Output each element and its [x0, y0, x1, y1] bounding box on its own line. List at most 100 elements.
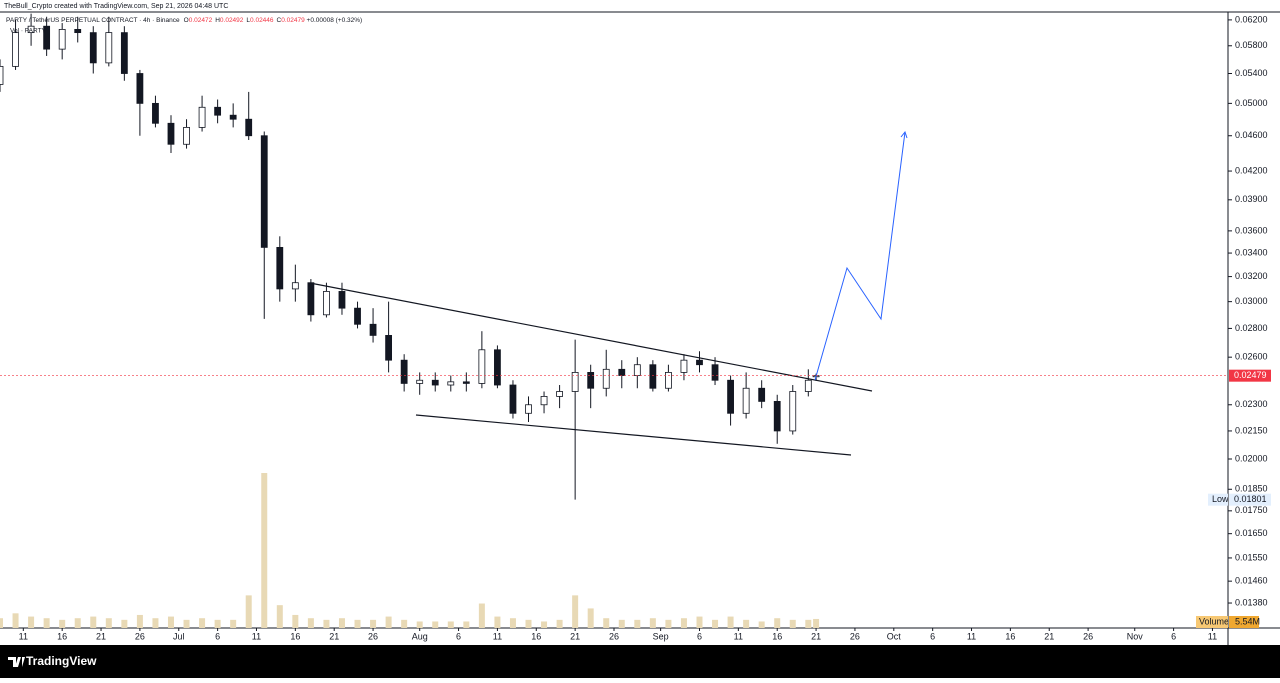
- volume-name-tag: [1196, 616, 1228, 628]
- candle-body: [183, 126, 190, 145]
- x-tick-label: 21: [1044, 631, 1054, 641]
- y-tick-label: 0.03900: [1235, 194, 1268, 204]
- volume-bar: [292, 614, 299, 628]
- candle-body: [804, 379, 812, 392]
- volume-bar: [665, 619, 672, 628]
- volume-bar: [230, 619, 237, 628]
- candle-body: [105, 32, 113, 64]
- volume-bar: [649, 618, 656, 628]
- x-tick-label: Jul: [173, 631, 185, 641]
- candle-body: [400, 359, 408, 384]
- x-tick-label: Nov: [1127, 631, 1144, 641]
- volume-bar: [813, 618, 820, 628]
- volume-bar: [432, 621, 439, 628]
- symbol: PARTY / TetherUS PERPETUAL CONTRACT · 4h…: [6, 17, 180, 24]
- volume-bar: [370, 619, 377, 628]
- volume-bar: [12, 613, 19, 628]
- candle-body: [214, 106, 222, 116]
- x-tick-label: 21: [329, 631, 339, 641]
- volume-bar: [634, 619, 641, 628]
- candle-body: [742, 387, 750, 414]
- x-tick-label: 11: [493, 631, 502, 641]
- volume-bar: [743, 619, 750, 628]
- volume-name-label: Volume: [1199, 616, 1229, 626]
- volume-bar: [447, 621, 454, 628]
- ohlc-letter: H: [215, 17, 220, 24]
- x-tick-label: 26: [1083, 631, 1093, 641]
- y-tick-label: 0.04200: [1235, 165, 1268, 175]
- volume-bar: [478, 603, 485, 628]
- volume-bar: [136, 614, 143, 628]
- volume-bar: [805, 619, 812, 628]
- ohlc-letter: C: [277, 17, 282, 24]
- volume-bar: [43, 618, 50, 628]
- x-tick-label: 6: [1171, 631, 1176, 641]
- candle-body: [649, 364, 657, 389]
- volume-value-tag: [1229, 616, 1259, 628]
- volume-bar: [556, 619, 563, 628]
- last-price-label: 0.02479: [1234, 370, 1267, 380]
- x-tick-label: 26: [609, 631, 619, 641]
- ohlc-value: 0.02472: [189, 17, 213, 24]
- candle-body: [758, 387, 766, 402]
- candle-body: [525, 404, 532, 414]
- volume-bar: [618, 619, 625, 628]
- volume-bar: [696, 616, 703, 628]
- ohlc-letter: O: [184, 17, 189, 24]
- header: TheBull_Crypto created with TradingView.…: [4, 3, 228, 10]
- x-tick-label: Sep: [653, 631, 669, 641]
- candle-body: [618, 368, 626, 376]
- y-tick-label: 0.03400: [1235, 247, 1268, 257]
- y-tick-label: 0.01750: [1235, 505, 1268, 515]
- candle-body: [198, 106, 206, 128]
- volume-bar: [525, 619, 532, 628]
- candle-body: [602, 368, 610, 389]
- x-tick-label: 16: [772, 631, 782, 641]
- candle-body: [58, 28, 66, 50]
- x-tick-label: 26: [368, 631, 378, 641]
- volume-bar: [587, 608, 594, 628]
- y-tick-label: 0.01850: [1235, 484, 1268, 494]
- lower-trendline: [415, 414, 852, 456]
- volume-bar: [261, 473, 268, 628]
- change: +0.00008 (+0.32%): [307, 17, 363, 24]
- volume-bar: [307, 618, 314, 628]
- volume-value-label: 5.54M: [1235, 616, 1260, 626]
- volume-bar: [603, 618, 610, 628]
- volume-bar: [789, 619, 796, 628]
- candle-body: [167, 122, 175, 145]
- volume-bar: [509, 618, 516, 628]
- projection-arrowhead: [900, 130, 908, 139]
- candle-body: [633, 364, 641, 376]
- volume-bar: [152, 618, 159, 628]
- y-tick-label: 0.01650: [1235, 528, 1268, 538]
- volume-bar: [105, 618, 112, 628]
- volume-bar: [463, 621, 470, 628]
- y-tick-label: 0.06200: [1235, 14, 1268, 24]
- y-tick-label: 0.01380: [1235, 597, 1268, 607]
- volume-bar: [214, 619, 221, 628]
- volume-bar: [572, 595, 579, 628]
- x-tick-label: 6: [697, 631, 702, 641]
- candle-body: [12, 32, 19, 67]
- x-tick-label: 11: [967, 631, 976, 641]
- ohlc-value: 0.02492: [220, 17, 244, 24]
- y-tick-label: 0.03200: [1235, 271, 1268, 281]
- candle-body: [680, 359, 688, 373]
- x-tick-label: 11: [252, 631, 261, 641]
- x-tick-label: Oct: [887, 631, 902, 641]
- low-value-tag: [1229, 493, 1271, 506]
- volume-bar: [727, 616, 734, 628]
- candle-body: [727, 379, 734, 414]
- candle-body: [587, 372, 595, 389]
- x-tick-label: 26: [135, 631, 145, 641]
- footer-brand: TradingView: [26, 654, 97, 668]
- x-tick-label: 16: [290, 631, 300, 641]
- low-tag-label: Low: [1212, 494, 1229, 504]
- y-tick-label: 0.04600: [1235, 130, 1268, 140]
- candle-body: [276, 246, 284, 290]
- volume-bar: [167, 616, 174, 628]
- candle-body: [665, 372, 672, 389]
